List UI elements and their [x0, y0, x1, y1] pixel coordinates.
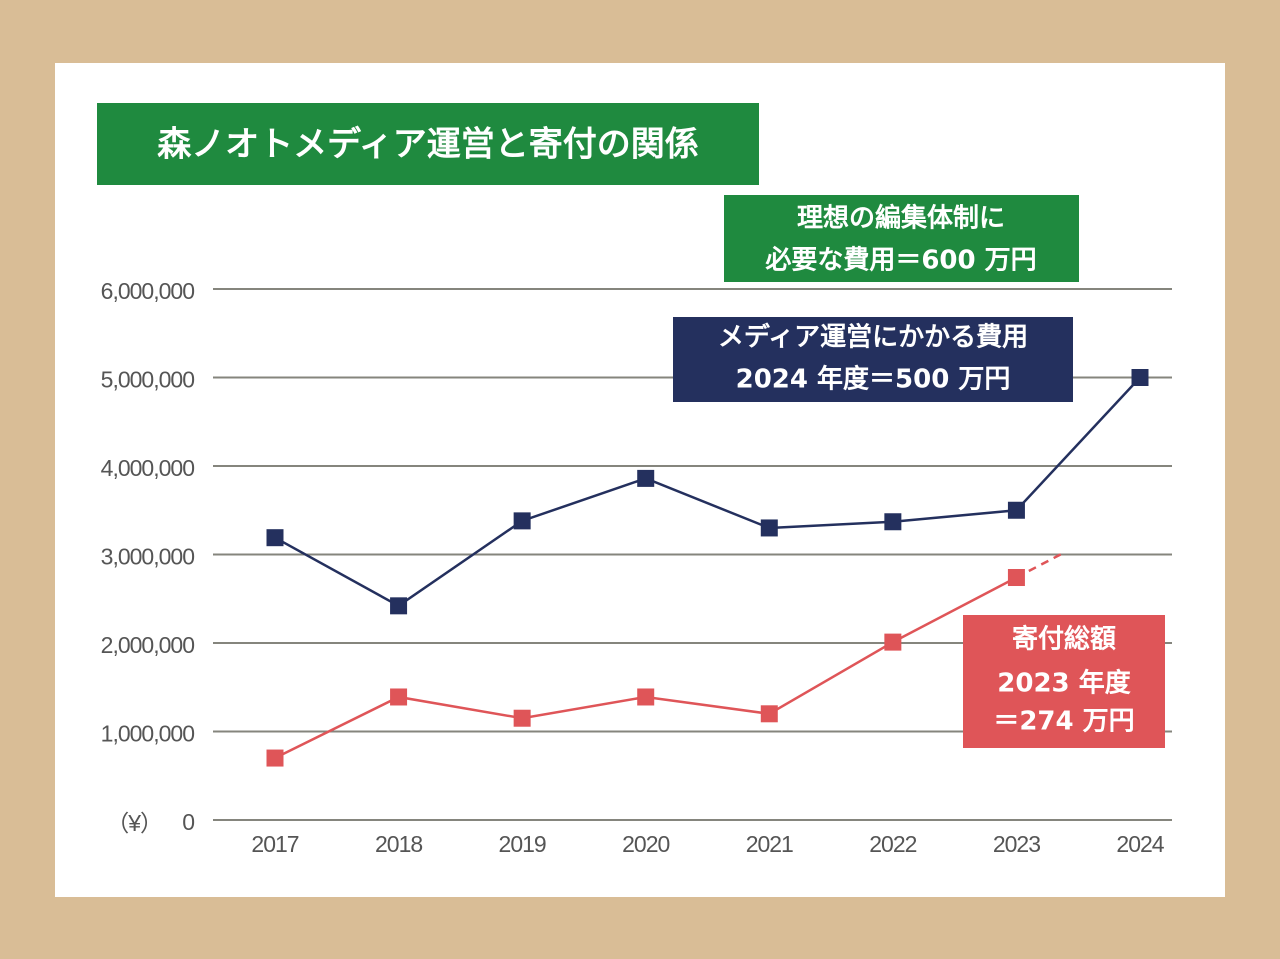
- marker: [266, 749, 284, 767]
- marker: [637, 469, 655, 487]
- series-line: [274, 376, 1141, 608]
- x-tick-label: 2023: [993, 831, 1040, 857]
- marker: [390, 688, 408, 706]
- x-tick-label: 2024: [1116, 831, 1164, 857]
- x-tick-label: 2021: [746, 831, 793, 857]
- x-tick-label: 2017: [251, 831, 298, 857]
- annotation: 2023 年度: [997, 668, 1130, 699]
- title-box: [97, 103, 759, 185]
- x-tick-label: 2018: [375, 831, 422, 857]
- marker: [884, 633, 902, 651]
- projection-line: [1015, 551, 1064, 579]
- marker: [513, 709, 531, 727]
- y-tick-label: 3,000,000: [101, 544, 195, 570]
- marker: [1131, 369, 1149, 386]
- marker: [637, 688, 655, 706]
- x-tick-label: 2022: [869, 831, 916, 857]
- y-tick-label: 2,000,000: [101, 632, 195, 658]
- x-tick-label: 2019: [499, 831, 546, 857]
- y-unit: （¥）: [106, 810, 162, 836]
- y-tick-label: 0: [182, 809, 194, 835]
- marker: [513, 512, 531, 530]
- marker: [1007, 569, 1025, 587]
- x-tick-label: 2020: [622, 831, 669, 857]
- marker: [390, 597, 408, 615]
- annotation: 理想の編集体制に: [797, 203, 1005, 234]
- annotation: 必要な費用＝600 万円: [765, 246, 1036, 276]
- y-tick-label: 6,000,000: [101, 278, 195, 304]
- y-tick-label: 1,000,000: [101, 721, 195, 747]
- y-tick-label: 4,000,000: [101, 455, 195, 481]
- marker: [760, 705, 778, 723]
- marker: [1007, 501, 1025, 519]
- marker: [884, 513, 902, 531]
- annotation: メディア運営にかかる費用: [718, 322, 1028, 353]
- annotation: ＝274 万円: [993, 707, 1134, 737]
- cost-box: [673, 317, 1073, 402]
- annotation: 2024 年度＝500 万円: [736, 364, 1011, 395]
- donation-box: [963, 615, 1165, 748]
- y-tick-label: 5,000,000: [101, 367, 195, 393]
- marker: [266, 529, 284, 547]
- marker: [760, 519, 778, 537]
- ideal-box: [724, 195, 1079, 282]
- chart-title: 森ノオトメディア運営と寄付の関係: [157, 125, 699, 165]
- annotation: 寄付総額: [1012, 624, 1116, 655]
